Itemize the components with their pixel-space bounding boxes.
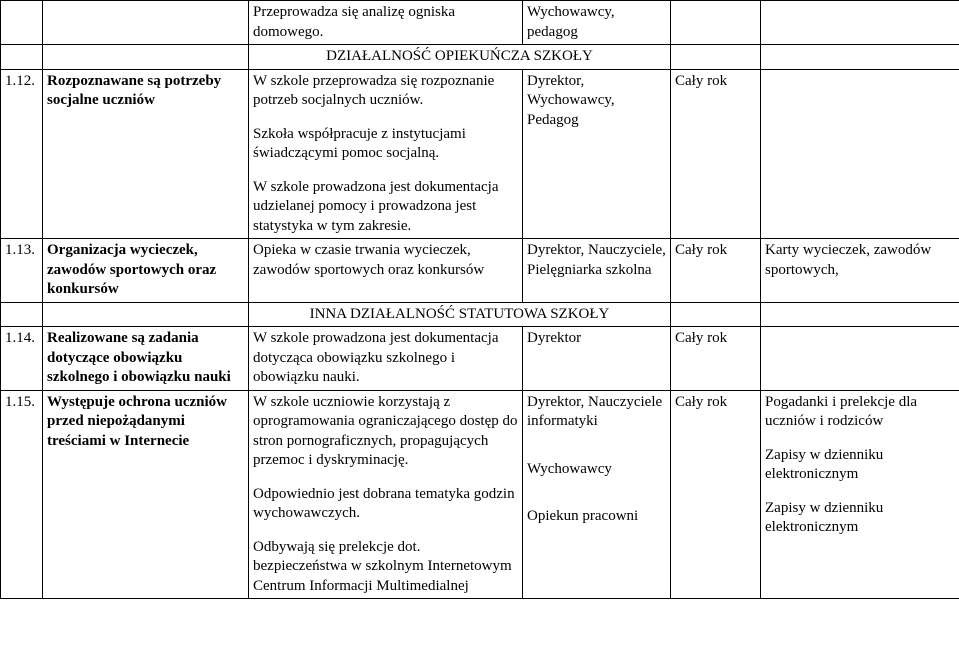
paragraph: Dyrektor, Nauczyciele informatyki — [527, 393, 666, 432]
paragraph: W szkole przeprowadza się rozpoznanie po… — [253, 72, 518, 111]
cell-num: 1.14. — [1, 327, 43, 391]
cell-num — [1, 302, 43, 327]
text: Wychowawcy, pedagog — [527, 4, 615, 40]
cell-desc: W szkole uczniowie korzystają z oprogram… — [249, 390, 523, 599]
cell-time: Cały rok — [671, 69, 761, 239]
cell-desc: Przeprowadza się analizę ogniska domoweg… — [249, 1, 523, 45]
paragraph: Opiekun pracowni — [527, 507, 666, 527]
table-row: 1.12. Rozpoznawane są potrzeby socjalne … — [1, 69, 959, 239]
paragraph: Pogadanki i prelekcje dla uczniów i rodz… — [765, 393, 955, 432]
table-row: Przeprowadza się analizę ogniska domoweg… — [1, 1, 959, 45]
cell-notes — [761, 45, 959, 70]
cell-time — [671, 45, 761, 70]
paragraph: Wychowawcy — [527, 460, 666, 480]
cell-task — [43, 1, 249, 45]
section-title: INNA DZIAŁALNOŚĆ STATUTOWA SZKOŁY — [249, 302, 671, 327]
cell-task: Występuje ochrona uczniów przed niepożąd… — [43, 390, 249, 599]
cell-num — [1, 1, 43, 45]
paragraph: Szkoła współpracuje z instytucjami świad… — [253, 125, 518, 164]
cell-notes — [761, 69, 959, 239]
cell-task — [43, 302, 249, 327]
cell-time — [671, 1, 761, 45]
paragraph: Zapisy w dzienniku elektronicznym — [765, 446, 955, 485]
task-title: Występuje ochrona uczniów przed niepożąd… — [47, 394, 227, 449]
cell-resp: Wychowawcy, pedagog — [523, 1, 671, 45]
task-title: Organizacja wycieczek, zawodów sportowyc… — [47, 242, 216, 297]
paragraph: W szkole prowadzona jest dokumentacja ud… — [253, 178, 518, 237]
cell-task: Organizacja wycieczek, zawodów sportowyc… — [43, 239, 249, 303]
cell-notes — [761, 302, 959, 327]
cell-time: Cały rok — [671, 239, 761, 303]
cell-time: Cały rok — [671, 390, 761, 599]
task-title: Rozpoznawane są potrzeby socjalne ucznió… — [47, 73, 221, 109]
cell-time — [671, 302, 761, 327]
cell-notes: Karty wycieczek, zawodów sportowych, — [761, 239, 959, 303]
cell-resp: Dyrektor, Nauczyciele informatyki Wychow… — [523, 390, 671, 599]
cell-resp: Dyrektor — [523, 327, 671, 391]
cell-notes — [761, 327, 959, 391]
task-title: Realizowane są zadania dotyczące obowiąz… — [47, 330, 231, 385]
section-header-row: INNA DZIAŁALNOŚĆ STATUTOWA SZKOŁY — [1, 302, 959, 327]
activities-table: Przeprowadza się analizę ogniska domoweg… — [0, 0, 959, 599]
cell-task: Rozpoznawane są potrzeby socjalne ucznió… — [43, 69, 249, 239]
text: Przeprowadza się analizę ogniska domoweg… — [253, 4, 455, 40]
cell-num: 1.13. — [1, 239, 43, 303]
table-row: 1.13. Organizacja wycieczek, zawodów spo… — [1, 239, 959, 303]
paragraph: W szkole uczniowie korzystają z oprogram… — [253, 393, 518, 471]
table-row: 1.14. Realizowane są zadania dotyczące o… — [1, 327, 959, 391]
cell-notes — [761, 1, 959, 45]
cell-notes: Pogadanki i prelekcje dla uczniów i rodz… — [761, 390, 959, 599]
cell-num — [1, 45, 43, 70]
section-header-row: DZIAŁALNOŚĆ OPIEKUŃCZA SZKOŁY — [1, 45, 959, 70]
cell-time: Cały rok — [671, 327, 761, 391]
cell-num: 1.15. — [1, 390, 43, 599]
cell-resp: Dyrektor, Nauczyciele, Pielęgniarka szko… — [523, 239, 671, 303]
cell-desc: W szkole prowadzona jest dokumentacja do… — [249, 327, 523, 391]
paragraph: Odbywają się prelekcje dot. bezpieczeńst… — [253, 538, 518, 597]
table-row: 1.15. Występuje ochrona uczniów przed ni… — [1, 390, 959, 599]
cell-task — [43, 45, 249, 70]
cell-desc: Opieka w czasie trwania wycieczek, zawod… — [249, 239, 523, 303]
cell-resp: Dyrektor, Wychowawcy, Pedagog — [523, 69, 671, 239]
document-page: Przeprowadza się analizę ogniska domoweg… — [0, 0, 959, 650]
paragraph: Odpowiednio jest dobrana tematyka godzin… — [253, 485, 518, 524]
cell-task: Realizowane są zadania dotyczące obowiąz… — [43, 327, 249, 391]
cell-desc: W szkole przeprowadza się rozpoznanie po… — [249, 69, 523, 239]
paragraph: Zapisy w dzienniku elektronicznym — [765, 499, 955, 538]
cell-num: 1.12. — [1, 69, 43, 239]
section-title: DZIAŁALNOŚĆ OPIEKUŃCZA SZKOŁY — [249, 45, 671, 70]
